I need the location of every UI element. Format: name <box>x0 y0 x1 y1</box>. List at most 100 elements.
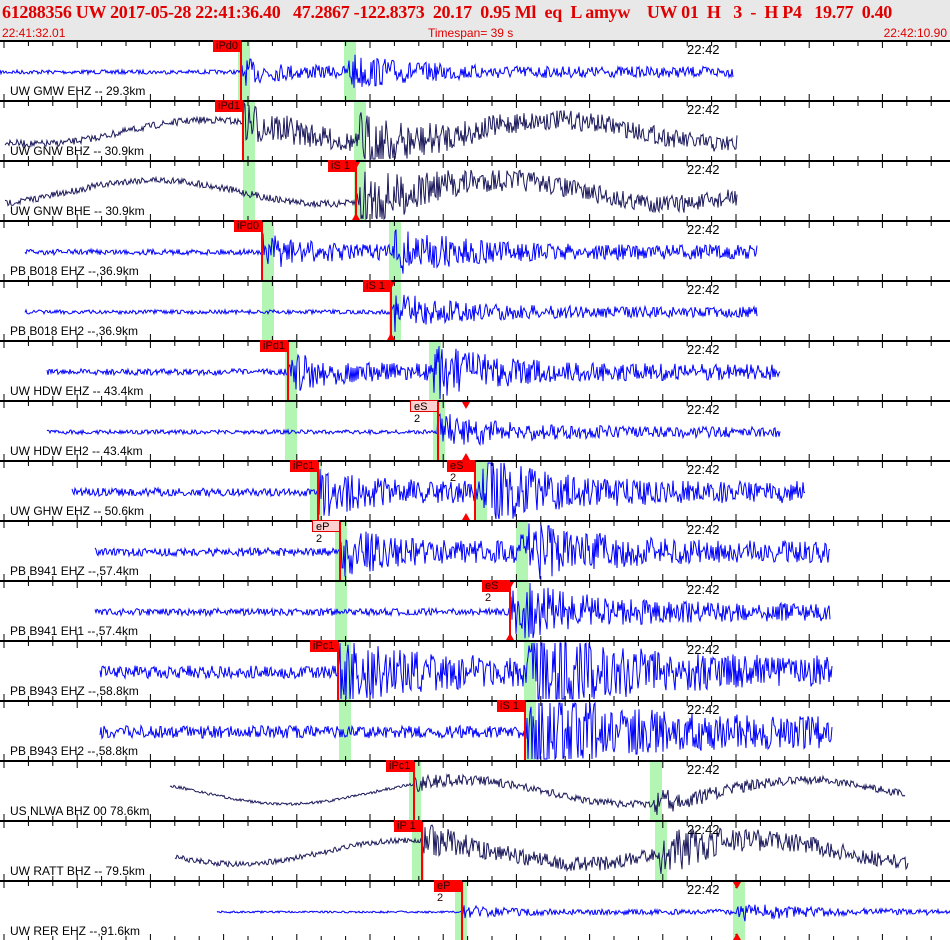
time-label: 22:42 <box>687 642 720 657</box>
seismogram-trace <box>94 523 831 580</box>
time-label: 22:42 <box>687 102 720 117</box>
phase-window <box>516 522 528 580</box>
channel-label: US NLWA BHZ 00 78.6km <box>10 804 150 818</box>
channel-label: UW GHW EHZ -- 50.6km <box>10 504 144 518</box>
channel-row[interactable]: eP 2 22:42 UW RER EHZ --,91.6km <box>0 880 950 940</box>
seismogram-trace <box>216 904 950 922</box>
channel-row[interactable]: iS 1 22:42 PB B018 EH2 --,36.9km <box>0 280 950 340</box>
trace-plot <box>0 160 950 220</box>
channel-row[interactable]: iPd1 22:42 UW HDW EHZ -- 43.4km <box>0 340 950 400</box>
phase-window <box>389 222 401 280</box>
phase-window <box>354 102 366 160</box>
trace-plot <box>0 820 950 880</box>
trace-plot <box>0 880 950 940</box>
pick-label[interactable]: eS 2 <box>410 400 438 425</box>
seismogram-trace <box>46 411 781 447</box>
channel-label: UW GMW EHZ -- 29.3km <box>10 84 146 98</box>
channel-row[interactable]: iPd0 22:42 UW GMW EHZ -- 29.3km <box>0 40 950 100</box>
time-label: 22:42 <box>687 582 720 597</box>
time-label: 22:42 <box>687 882 720 897</box>
trace-plot <box>0 340 950 400</box>
channel-label: PB B943 EHZ --,58.8km <box>10 684 139 698</box>
time-label: 22:42 <box>687 522 720 537</box>
phase-window <box>262 222 274 280</box>
phase-window <box>655 822 667 880</box>
channel-row[interactable]: iPc1 22:42 PB B943 EHZ --,58.8km <box>0 640 950 700</box>
seismogram-trace <box>169 773 906 815</box>
channel-row[interactable]: iPc1 eS 2 22:42 UW GHW EHZ -- 50.6km <box>0 460 950 520</box>
trace-plot <box>0 760 950 820</box>
seismogram-trace <box>24 229 758 274</box>
pick-label[interactable]: eP 2 <box>434 880 462 904</box>
trace-plot <box>0 460 950 520</box>
trace-plot <box>0 580 950 640</box>
pick-label[interactable]: iS 1 <box>363 280 391 292</box>
trace-plot <box>0 220 950 280</box>
trace-plot <box>0 640 950 700</box>
channel-label: PB B941 EHZ --,57.4km <box>10 564 139 578</box>
pick-label[interactable]: iP 1 <box>394 820 422 832</box>
phase-window <box>524 642 536 700</box>
channel-row[interactable]: eS 2 22:42 UW HDW EH2 -- 43.4km <box>0 400 950 460</box>
channel-row[interactable]: iPc1 22:42 US NLWA BHZ 00 78.6km <box>0 760 950 820</box>
channel-label: UW HDW EHZ -- 43.4km <box>10 384 144 398</box>
time-label: 22:42 <box>687 402 720 417</box>
channel-row[interactable]: iP 1 22:42 UW RATT BHZ -- 79.5km <box>0 820 950 880</box>
pick-triangle-icon <box>462 402 470 409</box>
trace-plot <box>0 400 950 460</box>
time-label: 22:42 <box>687 702 720 717</box>
pick-label[interactable]: iPc1 <box>386 760 414 772</box>
pick-label[interactable]: iS 1 <box>328 160 356 172</box>
seismogram-trace <box>99 701 833 760</box>
pick-label[interactable]: iPd1 <box>215 100 243 112</box>
trace-plot <box>0 100 950 160</box>
channel-row[interactable]: iS 1 22:42 PB B943 EH2 --,58.8km <box>0 700 950 760</box>
phase-window <box>285 402 297 460</box>
trace-plot <box>0 520 950 580</box>
pick-label[interactable]: eP 2 <box>312 520 340 545</box>
time-label: 22:42 <box>687 162 720 177</box>
channel-label: UW RATT BHZ -- 79.5km <box>10 864 145 878</box>
channel-label: PB B018 EH2 --,36.9km <box>10 324 139 338</box>
channel-label: UW RER EHZ --,91.6km <box>10 924 141 938</box>
phase-window <box>339 702 351 760</box>
pick-label[interactable]: iPd0 <box>234 220 262 232</box>
seismogram-trace <box>4 101 738 160</box>
channel-row[interactable]: iPd1 22:42 UW GNW BHZ -- 30.9km <box>0 100 950 160</box>
time-label: 22:42 <box>687 822 720 837</box>
pick-label[interactable]: eS 2 <box>482 580 510 604</box>
channel-row[interactable]: eP 2 22:42 PB B941 EHZ --,57.4km <box>0 520 950 580</box>
waveform-panel[interactable]: iPd0 22:42 UW GMW EHZ -- 29.3km iPd1 22:42 UW… <box>0 40 950 940</box>
channel-row[interactable]: iPd0 22:42 PB B018 EHZ --,36.9km <box>0 220 950 280</box>
trace-plot <box>0 280 950 340</box>
pick-label[interactable]: iPc1 <box>310 640 338 652</box>
seismogram-trace <box>71 462 806 520</box>
event-summary: 61288356 UW 2017-05-28 22:41:36.40 47.28… <box>2 2 893 22</box>
end-time: 22:42:10.90 <box>883 26 947 40</box>
phase-window <box>733 882 745 940</box>
channel-label: UW GNW BHZ -- 30.9km <box>10 144 144 158</box>
pick-label[interactable]: iPc1 <box>290 460 318 472</box>
timespan: Timespan= 39 s <box>428 26 514 40</box>
seismogram-trace <box>174 824 909 874</box>
channel-row[interactable]: eS 2 22:42 PB B941 EH1 --,57.4km <box>0 580 950 640</box>
phase-window <box>243 162 255 220</box>
time-label: 22:42 <box>687 222 720 237</box>
seismogram-trace <box>99 642 833 700</box>
seismogram-trace <box>94 582 831 639</box>
time-label: 22:42 <box>687 762 720 777</box>
pick-label[interactable]: iS 1 <box>497 700 525 712</box>
pick-label[interactable]: iPd1 <box>260 340 288 352</box>
phase-window <box>335 582 347 640</box>
pick-label[interactable]: iPd0 <box>213 40 241 52</box>
phase-window <box>243 102 255 160</box>
channel-label: PB B943 EH2 --,58.8km <box>10 744 139 758</box>
seismogram-trace <box>46 346 781 400</box>
time-label: 22:42 <box>687 342 720 357</box>
pick-triangle-icon <box>733 882 741 889</box>
channel-label: UW HDW EH2 -- 43.4km <box>10 444 143 458</box>
trace-plot <box>0 700 950 760</box>
pick-label[interactable]: eS 2 <box>447 460 475 484</box>
channel-row[interactable]: iS 1 22:42 UW GNW BHE -- 30.9km <box>0 160 950 220</box>
seismogram-trace <box>0 54 734 88</box>
